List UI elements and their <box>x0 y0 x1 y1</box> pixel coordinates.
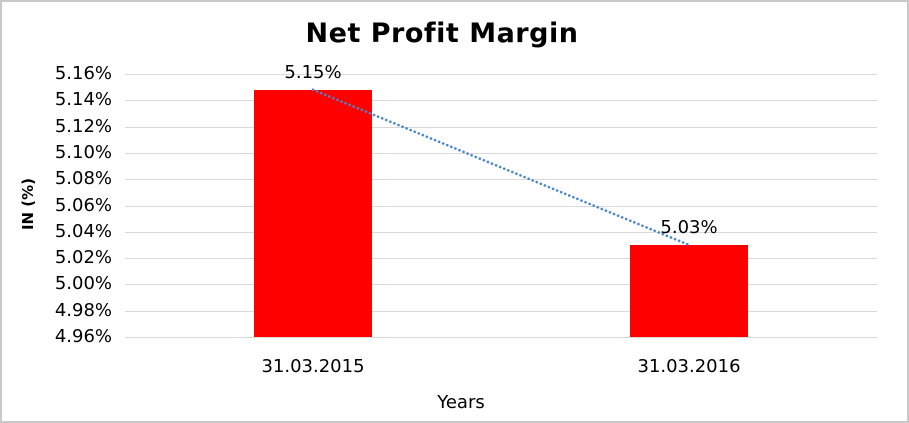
x-axis-tick-label: 31.03.2016 <box>637 356 741 377</box>
y-axis-tick-label: 5.12% <box>54 115 112 137</box>
x-axis-tick-label: 31.03.2015 <box>261 356 365 377</box>
y-axis-tick-label: 5.14% <box>54 89 112 111</box>
gridline <box>125 310 877 312</box>
gridline <box>125 337 877 338</box>
y-axis-tick-label: 5.16% <box>54 63 112 84</box>
gridline <box>125 179 877 181</box>
y-axis-tick-label: 4.98% <box>54 299 112 321</box>
y-axis-tick-label: 5.10% <box>54 141 112 163</box>
bar-data-label: 5.03% <box>660 216 718 238</box>
gridline <box>125 258 877 260</box>
y-axis-tick-label: 5.00% <box>54 273 112 295</box>
x-axis-title: Years <box>437 392 485 413</box>
y-axis-tick-label: 5.04% <box>54 220 112 242</box>
gridline <box>125 100 877 102</box>
gridline <box>125 205 877 207</box>
gridline <box>125 152 877 154</box>
gridline <box>125 126 877 128</box>
y-axis-tick-label: 5.08% <box>54 168 112 190</box>
y-axis-tick-label: 4.96% <box>54 326 112 347</box>
bar-31.03.2015 <box>254 89 372 337</box>
y-axis-tick-label: 5.02% <box>54 247 112 269</box>
y-axis-tick-label: 5.06% <box>54 194 112 216</box>
gridline <box>125 74 877 75</box>
bar-data-label: 5.15% <box>284 61 342 83</box>
chart-title: Net Profit Margin <box>305 18 579 49</box>
bar-31.03.2016 <box>630 244 748 337</box>
gridline <box>125 284 877 286</box>
plot-area: 5.15% 5.03% <box>125 63 877 338</box>
gridline <box>125 231 877 233</box>
